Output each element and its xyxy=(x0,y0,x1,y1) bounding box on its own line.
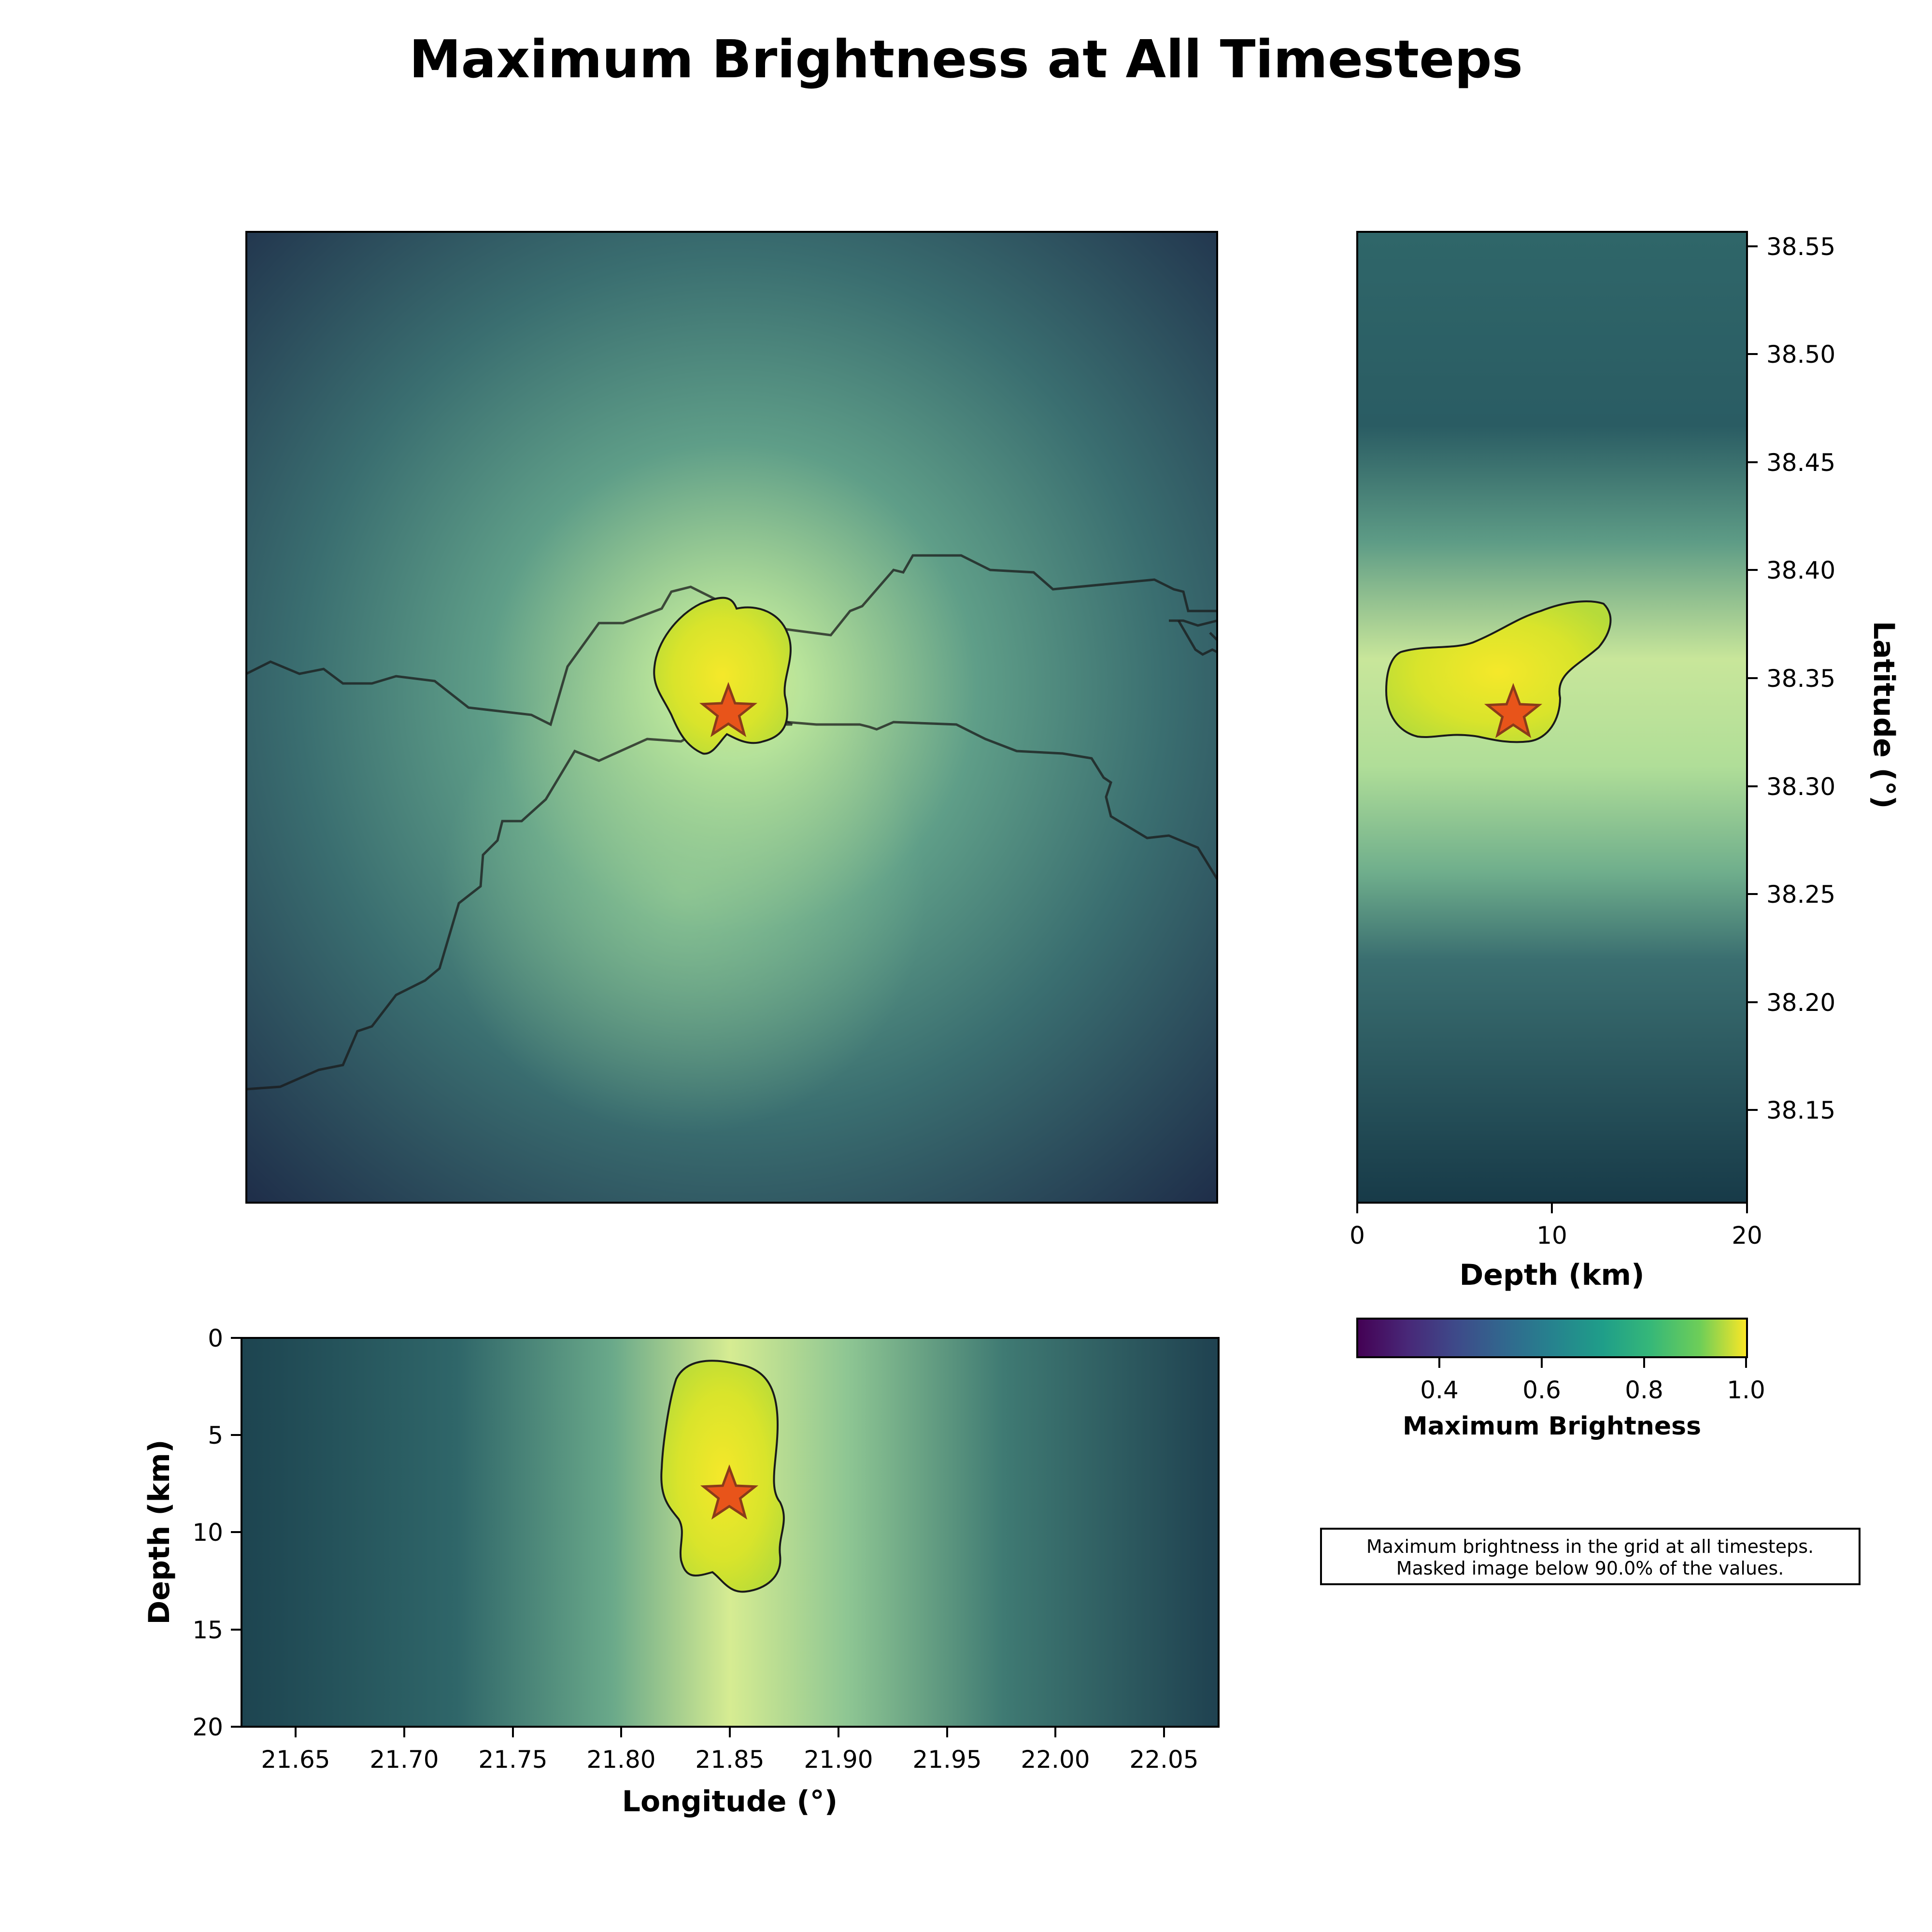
colorbar-tick-label: 0.6 xyxy=(1522,1376,1561,1404)
latdepth-source-star xyxy=(1484,682,1543,739)
londepth-x-tick-label: 21.90 xyxy=(804,1746,873,1774)
map-source-star xyxy=(699,682,758,738)
colorbar-label: Maximum Brightness xyxy=(1403,1412,1701,1441)
londepth-y-tick-label: 15 xyxy=(192,1616,223,1644)
colorbar-gradient xyxy=(1356,1318,1748,1358)
latdepth-x-axis-label: Depth (km) xyxy=(1460,1258,1645,1292)
map-mask-region xyxy=(653,597,792,755)
map-frame xyxy=(245,231,1218,1204)
londepth-source-star xyxy=(700,1464,759,1520)
londepth-y-axis-label: Depth (km) xyxy=(142,1440,176,1625)
colorbar-ticks xyxy=(1438,1357,1747,1368)
londepth-y-tick-label: 5 xyxy=(208,1421,223,1449)
latdepth-y-tick-label: 38.25 xyxy=(1766,881,1835,909)
londepth-x-axis-label: Longitude (°) xyxy=(622,1785,838,1818)
latdepth-y-tick-label: 38.40 xyxy=(1766,556,1835,584)
londepth-x-tick-label: 21.85 xyxy=(695,1746,764,1774)
latdepth-y-tick-label: 38.15 xyxy=(1766,1096,1835,1124)
latdepth-y-tick-label: 38.35 xyxy=(1766,665,1835,693)
londepth-mask-region xyxy=(660,1360,785,1593)
latdepth-y-tick-label: 38.55 xyxy=(1766,233,1835,261)
note-frame xyxy=(1320,1528,1861,1585)
londepth-x-tick-label: 21.70 xyxy=(369,1746,439,1774)
londepth-x-ticks xyxy=(295,1727,1165,1737)
latdepth-x-tick-label: 10 xyxy=(1536,1222,1567,1250)
londepth-x-tick-label: 22.05 xyxy=(1129,1746,1198,1774)
map-panel xyxy=(245,231,1219,1204)
latdepth-y-ticks xyxy=(1747,245,1758,1111)
colorbar-tick-label: 0.4 xyxy=(1420,1376,1459,1404)
londepth-y-tick-label: 20 xyxy=(192,1713,223,1741)
londepth-y-ticks xyxy=(231,1337,242,1728)
latdepth-y-tick-label: 38.45 xyxy=(1766,449,1835,477)
figure-title: Maximum Brightness at All Timesteps xyxy=(409,29,1523,90)
latdepth-y-axis-label: Latitude (°) xyxy=(1867,621,1901,809)
colorbar: 0.4 0.6 0.8 1.0 Maximum Brightness xyxy=(1356,1318,1765,1441)
note-line-2: Masked image below 90.0% of the values. xyxy=(1396,1558,1784,1579)
colorbar-tick-label: 1.0 xyxy=(1727,1376,1765,1404)
latdepth-mask-region xyxy=(1385,600,1612,743)
londepth-x-tick-label: 21.75 xyxy=(478,1746,547,1774)
londepth-x-tick-label: 21.95 xyxy=(912,1746,981,1774)
londepth-y-tick-label: 0 xyxy=(208,1324,223,1352)
londepth-y-tick-label: 10 xyxy=(192,1519,223,1547)
londepth-x-tick-label: 21.80 xyxy=(586,1746,655,1774)
colorbar-tick-label: 0.8 xyxy=(1625,1376,1663,1404)
latdepth-x-tick-label: 0 xyxy=(1350,1222,1365,1250)
note-box: Maximum brightness in the grid at all ti… xyxy=(1320,1528,1861,1585)
latdepth-y-tick-label: 38.50 xyxy=(1766,341,1835,369)
latitude-depth-panel: 0 10 20 Depth (km) 38.15 38.20 38.25 38.… xyxy=(1350,231,1901,1292)
londepth-x-tick-label: 21.65 xyxy=(261,1746,330,1774)
latdepth-x-ticks xyxy=(1356,1203,1748,1213)
note-line-1: Maximum brightness in the grid at all ti… xyxy=(1366,1536,1814,1557)
londepth-x-tick-label: 22.00 xyxy=(1021,1746,1090,1774)
latdepth-x-tick-label: 20 xyxy=(1732,1222,1762,1250)
latdepth-y-tick-label: 38.30 xyxy=(1766,773,1835,801)
longitude-depth-panel: 21.65 21.70 21.75 21.80 21.85 21.90 21.9… xyxy=(142,1324,1220,1818)
latdepth-y-tick-label: 38.20 xyxy=(1766,989,1835,1017)
